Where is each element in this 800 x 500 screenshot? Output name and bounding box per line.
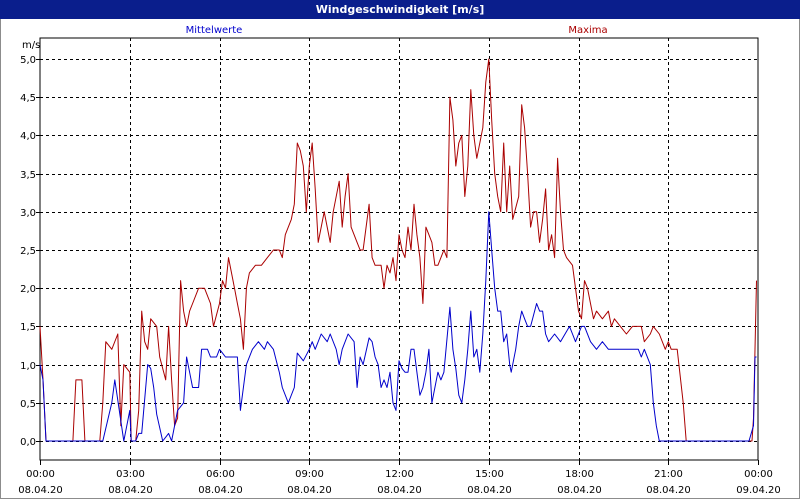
- x-tick-time-label: 18:00: [565, 469, 594, 480]
- y-tick-label: 2,5: [20, 246, 36, 257]
- y-tick-label: 0,0: [20, 437, 36, 448]
- x-tick-time-label: 15:00: [475, 469, 504, 480]
- chart-title-bar: Windgeschwindigkeit [m/s]: [0, 0, 800, 19]
- y-tick-label: 5,0: [20, 55, 36, 66]
- y-tick-label: 2,0: [20, 284, 36, 295]
- x-tick-date-label: 08.04.20: [18, 485, 63, 496]
- y-tick-label: 4,0: [20, 131, 36, 142]
- x-tick-date-label: 08.04.20: [108, 485, 153, 496]
- grid-layer: [40, 38, 758, 460]
- x-tick-time-label: 12:00: [385, 469, 414, 480]
- label-layer: 0,0 0,5 1,0 1,5 2,0 2,5 3,0 3,5 4,0 4,5 5,0 m/s 00:0…: [18, 25, 781, 496]
- x-tick-date-label: 09.04.20: [736, 485, 781, 496]
- axis-layer: [36, 37, 759, 465]
- y-tick-label: 4,5: [20, 93, 36, 104]
- x-tick-time-label: 03:00: [116, 469, 145, 480]
- chart-title: Windgeschwindigkeit [m/s]: [315, 3, 485, 16]
- x-tick-date-label: 08.04.20: [467, 485, 512, 496]
- x-tick-time-label: 00:00: [26, 469, 55, 480]
- x-tick-date-label: 08.04.20: [377, 485, 422, 496]
- legend-mittelwerte: Mittelwerte: [186, 25, 243, 36]
- legend-maxima: Maxima: [568, 25, 607, 36]
- y-tick-label: 3,5: [20, 170, 36, 181]
- x-tick-date-label: 08.04.20: [646, 485, 691, 496]
- y-tick-label: 3,0: [20, 208, 36, 219]
- series-layer: [39, 58, 757, 442]
- series-line-maxima: [39, 58, 757, 442]
- series-line-mittelwerte: [39, 211, 757, 442]
- x-tick-date-label: 08.04.20: [557, 485, 602, 496]
- y-axis-label: m/s: [22, 40, 40, 51]
- x-tick-time-label: 09:00: [295, 469, 324, 480]
- y-tick-label: 1,0: [20, 361, 36, 372]
- x-tick-time-label: 06:00: [206, 469, 235, 480]
- y-tick-label: 0,5: [20, 399, 36, 410]
- x-tick-date-label: 08.04.20: [198, 485, 243, 496]
- x-tick-time-label: 00:00: [744, 469, 773, 480]
- x-tick-date-label: 08.04.20: [287, 485, 332, 496]
- x-tick-time-label: 21:00: [654, 469, 683, 480]
- y-tick-label: 1,5: [20, 322, 36, 333]
